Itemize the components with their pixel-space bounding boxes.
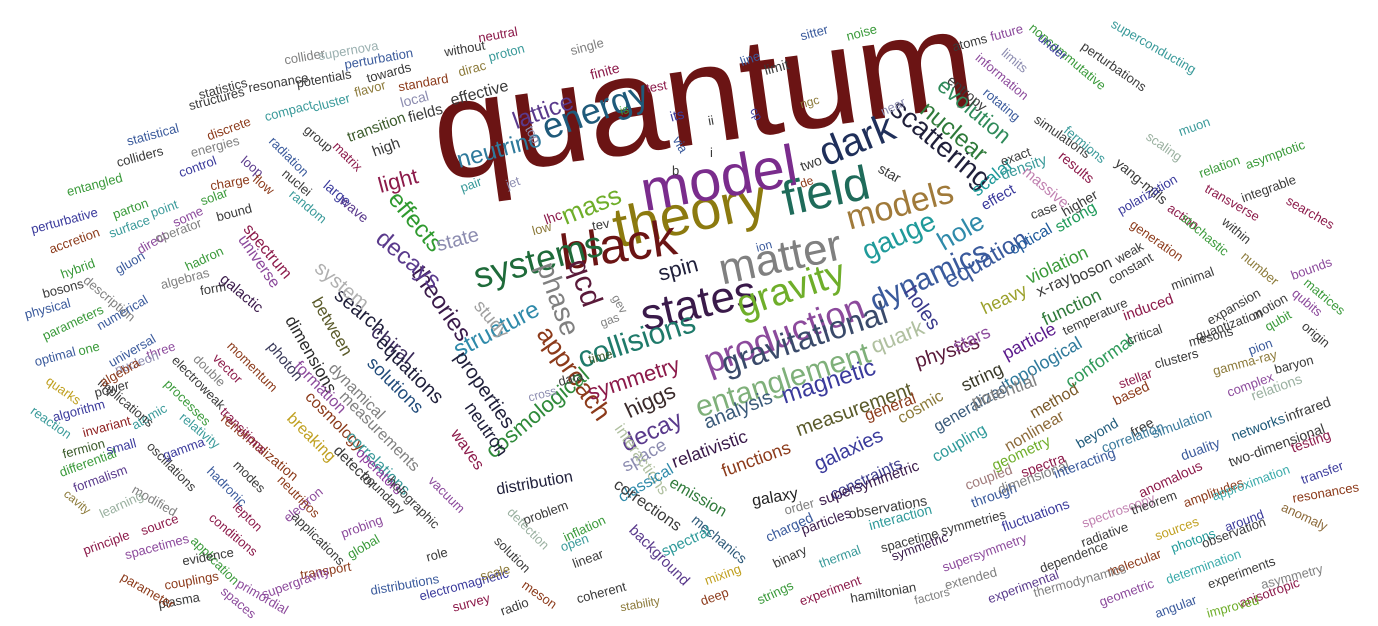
word-ion: ion (754, 237, 774, 255)
word-cluster: cluster (310, 90, 352, 115)
word-number: number (1238, 248, 1282, 289)
word-searches: searches (1283, 192, 1337, 233)
word-learning: learning (96, 487, 146, 522)
word-compact: compact (262, 96, 315, 125)
word-binary: binary (770, 542, 809, 571)
word-fluctuations: fluctuations (999, 495, 1072, 535)
word-improved: improved (1204, 592, 1261, 621)
word-colliders: colliders (114, 143, 165, 170)
word-charge: charge (208, 171, 251, 194)
word-high: high (369, 134, 403, 161)
word-role: role (424, 544, 450, 565)
word-test: test (644, 77, 669, 96)
word-infrared: infrared (1282, 393, 1333, 425)
word-couplings: couplings (163, 568, 220, 593)
word-clusters: clusters (1152, 345, 1200, 372)
word-small: small (104, 435, 138, 458)
word-spacetimes: spacetimes (123, 530, 191, 563)
word-angular: angular (1152, 592, 1199, 621)
word-matrix: matrix (329, 138, 366, 175)
word-scaling: scaling (1143, 128, 1186, 165)
word-stability: stability (619, 593, 661, 615)
word-light: light (375, 163, 421, 198)
word-form: form (198, 278, 228, 299)
word-radio: radio (498, 594, 531, 619)
word-mixing: mixing (702, 561, 744, 588)
word-applications: applications (288, 508, 348, 569)
word-wave: wave (336, 192, 373, 226)
word-bound: bound (214, 200, 254, 225)
word-tev: tev (590, 215, 611, 234)
word-optimal: optimal (32, 343, 78, 370)
word-star: star (875, 160, 904, 186)
word-factors: factors (912, 584, 952, 608)
word-based: based (1110, 377, 1152, 409)
word-origin: origin (1298, 318, 1333, 351)
word-cavity: cavity (61, 486, 94, 518)
word-flavor: flavor (352, 77, 388, 100)
word-future: future (988, 20, 1025, 45)
word-relation: relation (1196, 152, 1242, 181)
word-simulation: simulation (1149, 404, 1214, 442)
word-entangled: entangled (65, 169, 125, 200)
word-background: background (625, 521, 693, 590)
word-strings: strings (754, 577, 796, 608)
word-duality: duality (1178, 434, 1222, 464)
word-symmetries: symmetries (939, 506, 1008, 539)
word-one: one (76, 338, 102, 359)
word-deep: deep (698, 584, 731, 609)
word-vacuum: vacuum (425, 473, 469, 516)
word-heavy: heavy (978, 279, 1031, 319)
word-minimal: minimal (1168, 263, 1217, 294)
word-b: b (672, 163, 680, 178)
word-quarks: quarks (43, 373, 84, 408)
word-critical: critical (1124, 321, 1165, 348)
word-statistical: statistical (124, 120, 181, 149)
word-induced: induced (1120, 290, 1176, 325)
word-resonances: resonances (1291, 479, 1361, 506)
word-distribution: distribution (495, 468, 575, 499)
word-transitions: transitions (217, 404, 270, 457)
word-linear: linear (570, 546, 606, 571)
word-asymptotic: asymptotic (1243, 136, 1307, 173)
word-gas: gas (598, 310, 622, 330)
word-muon: muon (1176, 113, 1213, 140)
word-case: case (1028, 198, 1060, 223)
word-anomaly: anomaly (1279, 499, 1331, 534)
word-thermal: thermal (816, 542, 863, 571)
word-state: state (433, 223, 482, 257)
word-stochastic: stochastic (1177, 210, 1232, 259)
word-survey: survey (450, 590, 492, 615)
word-geometric: geometric (1097, 575, 1156, 610)
word-i: i (710, 145, 713, 160)
word-invariant: invariant (80, 412, 133, 441)
word-flow: flow (249, 171, 278, 198)
